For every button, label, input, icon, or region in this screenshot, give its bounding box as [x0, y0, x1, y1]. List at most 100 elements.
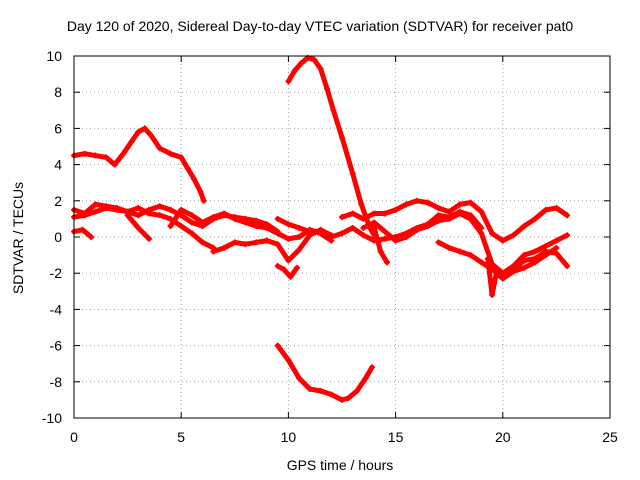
- data-point: [553, 205, 560, 212]
- data-point: [531, 259, 538, 266]
- data-point: [521, 223, 528, 230]
- y-tick-label: -6: [50, 338, 63, 354]
- data-point: [323, 85, 330, 92]
- y-tick-label: 6: [54, 120, 62, 136]
- data-point: [435, 217, 442, 224]
- data-point: [330, 107, 337, 114]
- data-point: [146, 235, 153, 242]
- data-point: [103, 205, 110, 212]
- data-point: [521, 264, 528, 271]
- data-point: [484, 255, 491, 262]
- data-point: [306, 228, 313, 235]
- data-point: [381, 235, 388, 242]
- data-point: [446, 244, 453, 251]
- data-point: [92, 201, 99, 208]
- data-point: [467, 252, 474, 259]
- data-point: [489, 291, 496, 298]
- data-point: [124, 212, 131, 219]
- data-point: [493, 270, 500, 277]
- data-point: [135, 224, 142, 231]
- chart-title: Day 120 of 2020, Sidereal Day-to-day VTE…: [66, 18, 574, 34]
- data-point: [542, 243, 549, 250]
- data-point: [542, 206, 549, 213]
- data-point: [274, 215, 281, 222]
- data-point: [360, 215, 367, 222]
- y-tick-label: -4: [50, 301, 63, 317]
- grid-lines: [74, 56, 610, 418]
- data-point: [306, 386, 313, 393]
- x-axis-label: GPS time / hours: [286, 457, 394, 473]
- data-point: [521, 257, 528, 264]
- data-point: [499, 237, 506, 244]
- data-point: [467, 215, 474, 222]
- data-point: [435, 212, 442, 219]
- data-point: [188, 212, 195, 219]
- data-point: [381, 210, 388, 217]
- data-point: [113, 206, 120, 213]
- y-tick-label: 10: [46, 48, 62, 64]
- data-point: [296, 234, 303, 240]
- series-trace: [339, 198, 570, 244]
- data-point: [263, 237, 270, 244]
- data-point: [135, 205, 142, 212]
- series-arc-6: [71, 226, 95, 240]
- data-point: [167, 223, 174, 230]
- data-point: [191, 176, 198, 183]
- data-point: [521, 252, 528, 259]
- data-point: [293, 264, 300, 271]
- data-point: [274, 230, 281, 237]
- y-tick-label: 2: [54, 193, 62, 209]
- data-point: [146, 210, 153, 217]
- data-point: [178, 154, 185, 161]
- data-point: [328, 391, 335, 398]
- data-point: [148, 132, 155, 139]
- data-point: [553, 244, 560, 251]
- data-point: [296, 375, 303, 382]
- data-point: [311, 56, 318, 63]
- data-point: [531, 215, 538, 222]
- data-point: [285, 221, 292, 228]
- series-arc-15: [371, 224, 391, 266]
- data-point: [92, 208, 99, 215]
- data-point: [345, 395, 352, 402]
- data-point: [92, 152, 99, 159]
- data-point: [564, 212, 571, 219]
- data-point: [178, 206, 185, 213]
- data-point: [274, 342, 281, 349]
- data-point: [360, 232, 367, 239]
- data-point: [510, 232, 517, 239]
- data-point: [564, 262, 571, 269]
- data-point: [377, 248, 384, 255]
- data-point: [81, 212, 88, 219]
- data-point: [120, 150, 127, 157]
- data-point: [253, 217, 260, 224]
- x-tick-label: 5: [177, 429, 185, 445]
- data-point: [435, 239, 442, 246]
- series-arc-17: [484, 244, 560, 298]
- y-tick-label: 8: [54, 84, 62, 100]
- data-point: [424, 199, 431, 206]
- data-point: [339, 396, 345, 403]
- data-point: [231, 239, 238, 246]
- data-point: [478, 230, 485, 237]
- data-point: [156, 203, 163, 210]
- y-tick-label: -10: [42, 410, 62, 426]
- series-arc-12: [339, 197, 571, 244]
- data-point: [167, 206, 174, 213]
- data-point: [263, 224, 270, 231]
- data-point: [553, 250, 560, 257]
- data-point: [478, 208, 485, 215]
- data-point: [285, 235, 292, 242]
- data-point: [317, 228, 324, 235]
- data-point: [446, 215, 453, 222]
- data-point: [456, 248, 463, 255]
- series-arc-3: [274, 342, 376, 403]
- data-point: [339, 230, 345, 237]
- data-point: [317, 65, 324, 72]
- data-point: [291, 67, 298, 74]
- data-point: [542, 252, 549, 259]
- data-point: [281, 266, 288, 273]
- series-arc-5: [71, 205, 217, 251]
- data-point: [381, 228, 388, 235]
